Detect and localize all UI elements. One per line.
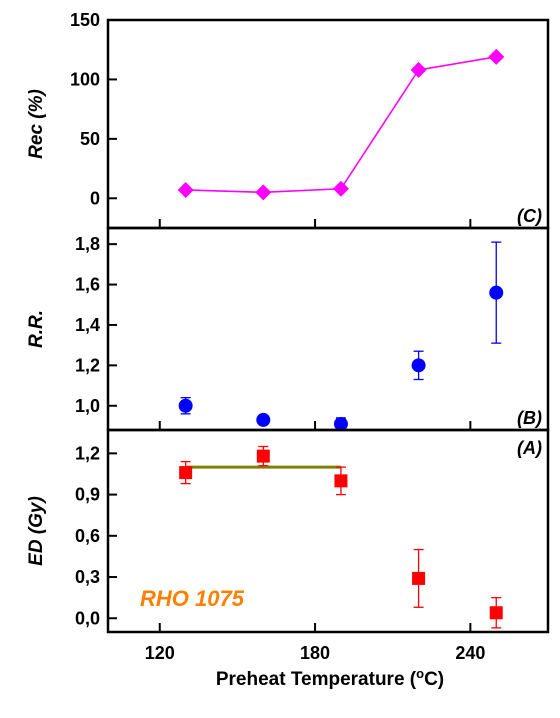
- x-tick-label: 180: [300, 643, 330, 663]
- chart-panel: 1,0 1,2 1,4 1,6 1,8 R.R. (B): [26, 226, 550, 432]
- data-point: [178, 398, 193, 413]
- y-tick-label: 1,2: [75, 443, 100, 463]
- data-point: [489, 285, 504, 300]
- y-tick-label: 100: [70, 69, 100, 89]
- y-tick-label: 0,6: [75, 526, 100, 546]
- data-point: [488, 48, 505, 65]
- x-tick-label: 240: [455, 643, 485, 663]
- data-point: [256, 412, 271, 427]
- y-tick-label: 1,4: [75, 315, 100, 335]
- y-tick-label: 150: [70, 10, 100, 30]
- plot-frame: [106, 226, 550, 432]
- panel-tag: (C): [517, 206, 542, 226]
- y-tick-label: 0,0: [75, 608, 100, 628]
- y-tick-label: 1,6: [75, 275, 100, 295]
- y-tick-label: 50: [80, 129, 100, 149]
- plot-frame: [106, 428, 550, 634]
- y-tick-label: 1,2: [75, 355, 100, 375]
- series-line: [185, 56, 497, 194]
- y-tick-label: 0,3: [75, 567, 100, 587]
- data-point: [179, 466, 193, 480]
- panel-tag: (B): [517, 408, 542, 428]
- panel-tag: (A): [517, 438, 542, 458]
- y-tick-label: 0: [90, 188, 100, 208]
- data-point: [177, 181, 194, 198]
- x-axis: 120 180 240: [145, 643, 486, 663]
- data-point: [333, 416, 348, 431]
- chart-panels: 0 50 100 150 Rec (%) (C) 1,0 1,2 1,4 1,6 1,8 R.R. (B…: [26, 10, 550, 634]
- data-point: [412, 571, 426, 585]
- y-axis-title: Rec (%): [26, 89, 47, 159]
- y-tick-label: 1,8: [75, 234, 100, 254]
- y-axis-title: ED (Gy): [26, 496, 47, 566]
- data-point: [256, 449, 270, 463]
- y-tick-label: 0,9: [75, 485, 100, 505]
- plot-frame: [106, 18, 550, 230]
- y-axis-title: R.R.: [26, 310, 47, 348]
- data-point: [489, 606, 503, 620]
- data-point: [332, 180, 349, 197]
- data-point: [255, 184, 272, 201]
- data-point: [411, 358, 426, 373]
- data-point: [334, 474, 348, 488]
- chart-panel: 0,0 0,3 0,6 0,9 1,2 ED (Gy) (A): [26, 428, 550, 634]
- x-tick-label: 120: [145, 643, 175, 663]
- data-point: [410, 61, 427, 78]
- y-tick-label: 1,0: [75, 396, 100, 416]
- chart-panel: 0 50 100 150 Rec (%) (C): [26, 10, 550, 230]
- x-axis-title: Preheat Temperature (oC): [216, 666, 444, 691]
- sample-label: RHO 1075: [140, 586, 245, 611]
